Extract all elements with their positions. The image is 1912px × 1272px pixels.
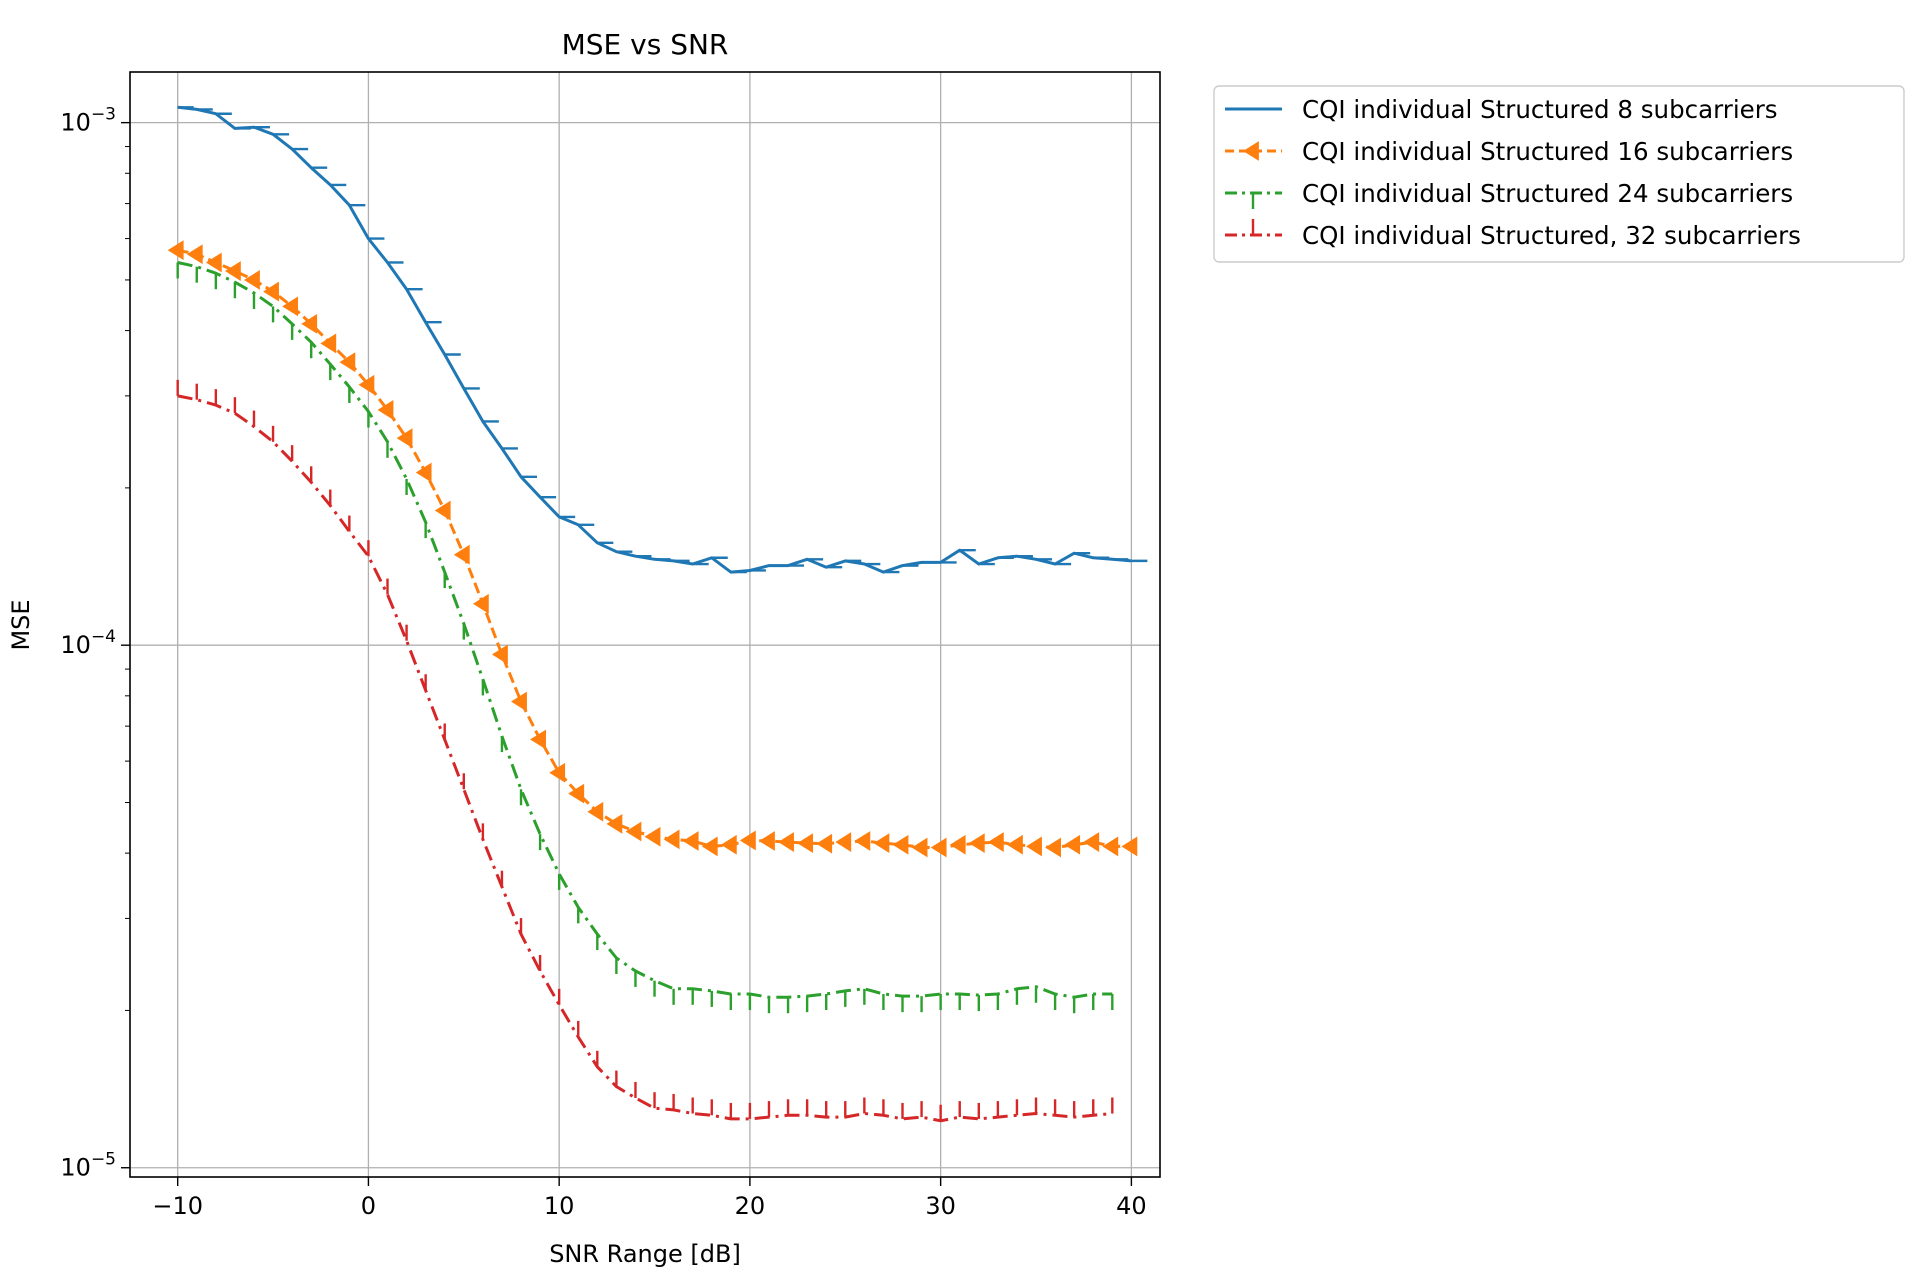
data-point-marker (1121, 836, 1138, 857)
data-point-marker (835, 832, 852, 852)
data-point-marker (396, 428, 413, 449)
series-group (167, 105, 1148, 1123)
data-point-marker (205, 252, 222, 273)
data-point-marker (778, 832, 794, 852)
legend-label: CQI individual Structured, 32 subcarrier… (1302, 221, 1801, 250)
x-tick-label: 40 (1116, 1192, 1147, 1220)
grid-lines (130, 72, 1160, 1177)
data-point-marker (1102, 836, 1119, 857)
chart-title: MSE vs SNR (562, 28, 729, 61)
y-tick-label: 10−3 (60, 105, 116, 137)
data-point-marker (720, 834, 737, 855)
data-point-marker (644, 826, 661, 847)
series-line (177, 248, 1132, 849)
plot-frame (129, 71, 1161, 1178)
series-1 (177, 105, 1148, 574)
series-3 (176, 261, 1114, 1014)
data-point-marker (263, 281, 279, 302)
data-point-marker (244, 270, 260, 290)
series-line (177, 394, 1113, 1123)
data-point-marker (1083, 832, 1100, 852)
legend-label: CQI individual Structured 24 subcarriers (1302, 179, 1793, 208)
data-point-marker (854, 831, 871, 851)
y-tick-label: 10−4 (60, 627, 116, 659)
data-point-marker (663, 829, 680, 850)
data-point-marker (968, 833, 985, 854)
data-point-marker (1026, 836, 1042, 857)
y-axis-ticks: 10−5 10−4 10−3 (60, 105, 130, 1182)
y-tick-label: 10−5 (60, 1150, 116, 1182)
data-point-marker (739, 830, 756, 851)
x-tick-label: −10 (152, 1192, 203, 1220)
y-axis-label: MSE (7, 599, 35, 650)
x-tick-label: 10 (544, 1192, 575, 1220)
legend-item: CQI individual Structured 24 subcarriers (1225, 179, 1793, 209)
x-axis-ticks: −10 0 10 20 30 40 (152, 1177, 1147, 1220)
data-point-marker (358, 374, 375, 395)
data-point-marker (320, 333, 337, 354)
data-point-marker (911, 837, 928, 858)
data-point-marker (415, 462, 432, 483)
data-point-marker (625, 821, 642, 842)
legend-label: CQI individual Structured 8 subcarriers (1302, 95, 1778, 124)
data-point-marker (301, 313, 318, 334)
series-4 (176, 379, 1114, 1123)
x-tick-label: 30 (925, 1192, 956, 1220)
data-point-marker (1045, 837, 1061, 858)
data-point-marker (682, 831, 699, 851)
data-point-marker (530, 729, 546, 750)
data-point-marker (453, 544, 470, 565)
plot-series-area (167, 105, 1148, 1123)
legend-item: CQI individual Structured 16 subcarriers (1225, 137, 1793, 166)
data-point-marker (339, 352, 356, 373)
legend: CQI individual Structured 8 subcarriers C… (1213, 85, 1905, 263)
data-point-marker (377, 400, 394, 420)
x-tick-label: 20 (735, 1192, 766, 1220)
data-point-marker (797, 833, 814, 854)
data-point-marker (892, 834, 909, 855)
x-axis-label: SNR Range [dB] (549, 1240, 741, 1268)
data-point-marker (282, 296, 299, 317)
data-point-marker (549, 762, 566, 783)
legend-swatch-marker (1243, 141, 1259, 161)
data-point-marker (987, 832, 1004, 852)
legend-frame (1213, 85, 1905, 263)
data-point-marker (759, 831, 775, 851)
data-point-marker (816, 833, 833, 854)
data-point-marker (949, 834, 966, 855)
x-tick-label: 0 (361, 1192, 376, 1220)
data-point-marker (167, 240, 184, 261)
data-point-marker (1064, 834, 1081, 855)
series-2 (167, 240, 1138, 858)
data-point-marker (587, 801, 604, 822)
legend-item: CQI individual Structured 8 subcarriers (1225, 95, 1778, 124)
data-point-marker (511, 691, 527, 712)
data-point-marker (434, 500, 451, 521)
series-line (177, 105, 1132, 574)
legend-label: CQI individual Structured 16 subcarriers (1302, 137, 1793, 166)
data-point-marker (701, 836, 718, 857)
data-point-marker (492, 644, 508, 665)
data-point-marker (930, 837, 947, 858)
data-point-marker (186, 244, 203, 265)
series-line (177, 261, 1113, 999)
data-point-marker (606, 813, 623, 834)
data-point-marker (873, 833, 890, 854)
data-point-marker (568, 783, 585, 804)
data-point-marker (472, 593, 489, 614)
data-point-marker (224, 261, 241, 281)
legend-item: CQI individual Structured, 32 subcarrier… (1225, 219, 1801, 250)
data-point-marker (1007, 834, 1023, 855)
